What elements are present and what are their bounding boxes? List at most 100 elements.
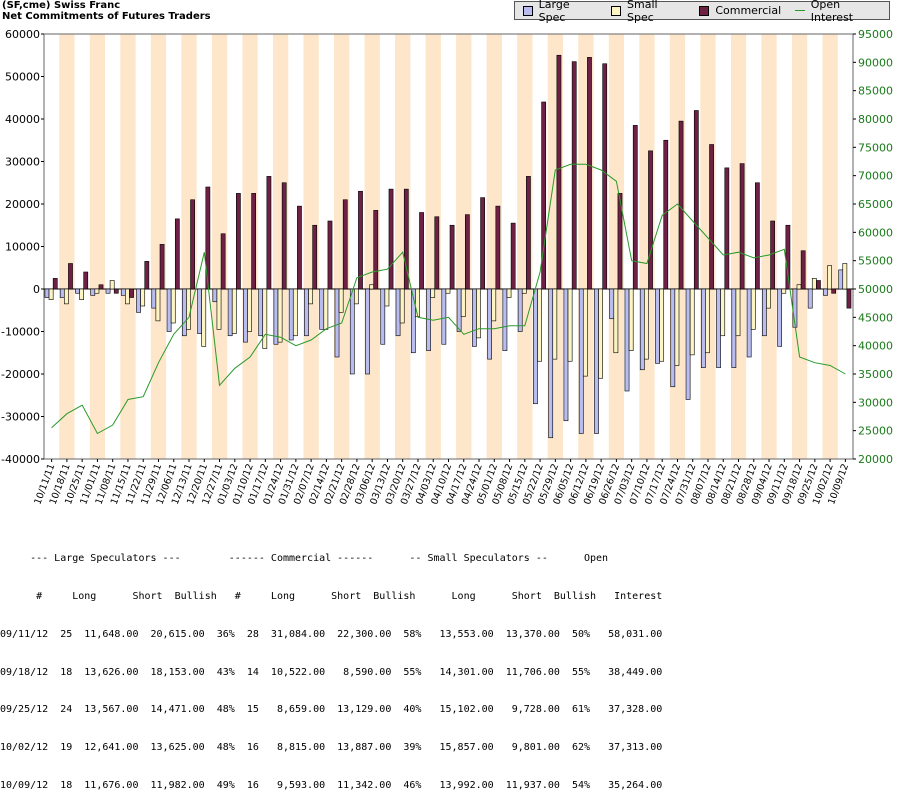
left-tick-label: 20000 bbox=[5, 198, 40, 211]
bar-small-spec bbox=[430, 288, 436, 298]
right-tick-label: 85000 bbox=[858, 85, 893, 98]
bar-small-spec bbox=[705, 288, 710, 354]
right-tick-label: 65000 bbox=[858, 198, 893, 211]
bar-small-spec bbox=[369, 284, 375, 290]
bar-small-spec bbox=[79, 288, 84, 300]
bar-large-spec bbox=[410, 288, 416, 354]
bar-commercial bbox=[174, 218, 180, 290]
bar-large-spec bbox=[212, 288, 218, 303]
bar-commercial bbox=[678, 120, 684, 290]
bar-commercial bbox=[388, 188, 394, 290]
bar-large-spec bbox=[349, 288, 355, 375]
bar-commercial bbox=[220, 233, 226, 290]
bar-commercial bbox=[251, 193, 257, 290]
bar-small-spec bbox=[659, 288, 665, 362]
bar-commercial bbox=[434, 216, 440, 290]
bar-small-spec bbox=[628, 288, 634, 351]
bar-commercial bbox=[724, 167, 730, 290]
bar-commercial bbox=[312, 224, 318, 290]
right-tick-label: 75000 bbox=[858, 141, 893, 154]
legend-swatch-open-interest bbox=[795, 10, 805, 11]
bar-large-spec bbox=[609, 288, 615, 320]
bar-small-spec bbox=[567, 288, 573, 362]
bar-commercial bbox=[587, 57, 592, 290]
bar-large-spec bbox=[762, 288, 767, 337]
legend-swatch-commercial bbox=[699, 5, 710, 16]
bar-commercial bbox=[129, 288, 134, 298]
bar-commercial bbox=[800, 250, 806, 290]
bar-small-spec bbox=[94, 288, 100, 294]
background-band bbox=[517, 34, 533, 459]
left-tick-label: -10000 bbox=[1, 326, 40, 339]
bar-large-spec bbox=[746, 288, 752, 358]
bar-large-spec bbox=[700, 288, 706, 368]
bar-small-spec bbox=[323, 288, 329, 330]
bar-small-spec bbox=[445, 288, 451, 294]
bar-commercial bbox=[281, 182, 287, 290]
bar-large-spec bbox=[685, 288, 691, 400]
left-tick-label: -30000 bbox=[1, 411, 40, 424]
bar-small-spec bbox=[582, 288, 588, 377]
left-tick-label: 30000 bbox=[5, 156, 40, 169]
background-band bbox=[608, 34, 625, 459]
bar-commercial bbox=[693, 110, 699, 290]
bar-small-spec bbox=[216, 288, 222, 330]
bar-large-spec bbox=[533, 288, 538, 405]
legend-label-commercial: Commercial bbox=[715, 4, 782, 17]
bar-large-spec bbox=[578, 288, 584, 434]
legend-swatch-small-spec bbox=[611, 5, 622, 16]
legend-item-large-spec: Large Spec bbox=[523, 0, 597, 24]
bar-commercial bbox=[52, 278, 58, 290]
bar-large-spec bbox=[304, 288, 309, 337]
bar-small-spec bbox=[384, 288, 390, 307]
bar-small-spec bbox=[247, 288, 252, 332]
background-band bbox=[59, 34, 75, 459]
bar-large-spec bbox=[456, 288, 462, 332]
bar-small-spec bbox=[689, 288, 695, 356]
bar-commercial bbox=[159, 244, 165, 290]
bar-large-spec bbox=[823, 288, 828, 296]
bar-small-spec bbox=[827, 265, 832, 290]
legend-item-open-interest: Open Interest bbox=[795, 0, 883, 24]
right-tick-label: 70000 bbox=[858, 170, 893, 183]
bar-commercial bbox=[68, 263, 73, 290]
background-band bbox=[272, 34, 289, 459]
bar-small-spec bbox=[781, 288, 787, 294]
background-band bbox=[120, 34, 136, 459]
background-band bbox=[242, 34, 258, 459]
bar-commercial bbox=[464, 214, 470, 290]
legend-swatch-large-spec bbox=[523, 5, 533, 16]
table-row: 10/02/12 19 12,641.00 13,625.00 48% 16 8… bbox=[0, 742, 663, 754]
bar-large-spec bbox=[120, 288, 126, 296]
bar-commercial bbox=[770, 220, 775, 290]
left-tick-label: 10000 bbox=[5, 241, 40, 254]
bar-commercial bbox=[526, 176, 531, 290]
right-tick-label: 45000 bbox=[858, 311, 893, 324]
bar-large-spec bbox=[487, 288, 492, 360]
legend-item-commercial: Commercial bbox=[699, 4, 781, 17]
bar-large-spec bbox=[136, 288, 141, 313]
bar-small-spec bbox=[338, 288, 344, 313]
bar-commercial bbox=[342, 199, 348, 290]
table-header-columns: # Long Short Bullish # Long Short Bullis… bbox=[0, 590, 663, 602]
background-band bbox=[791, 34, 808, 459]
bar-small-spec bbox=[460, 288, 466, 317]
bar-large-spec bbox=[777, 288, 783, 347]
background-band bbox=[150, 34, 167, 459]
cot-chart: -40000 -30000 -20000 -10000 0 10000 20000 30000… bbox=[1, 28, 893, 506]
bar-large-spec bbox=[44, 288, 50, 298]
bar-commercial bbox=[571, 61, 577, 290]
bar-small-spec bbox=[308, 288, 313, 305]
bar-commercial bbox=[556, 54, 562, 290]
bar-small-spec bbox=[292, 288, 298, 337]
bar-commercial bbox=[632, 125, 638, 290]
bar-small-spec bbox=[399, 288, 405, 324]
table-row: 09/25/12 24 13,567.00 14,471.00 48% 15 8… bbox=[0, 704, 663, 716]
bar-large-spec bbox=[594, 288, 599, 434]
bar-large-spec bbox=[441, 288, 447, 345]
bar-commercial bbox=[449, 224, 455, 290]
bar-large-spec bbox=[151, 288, 157, 309]
bar-large-spec bbox=[258, 288, 264, 337]
bar-large-spec bbox=[105, 288, 111, 294]
bar-large-spec bbox=[716, 288, 721, 368]
